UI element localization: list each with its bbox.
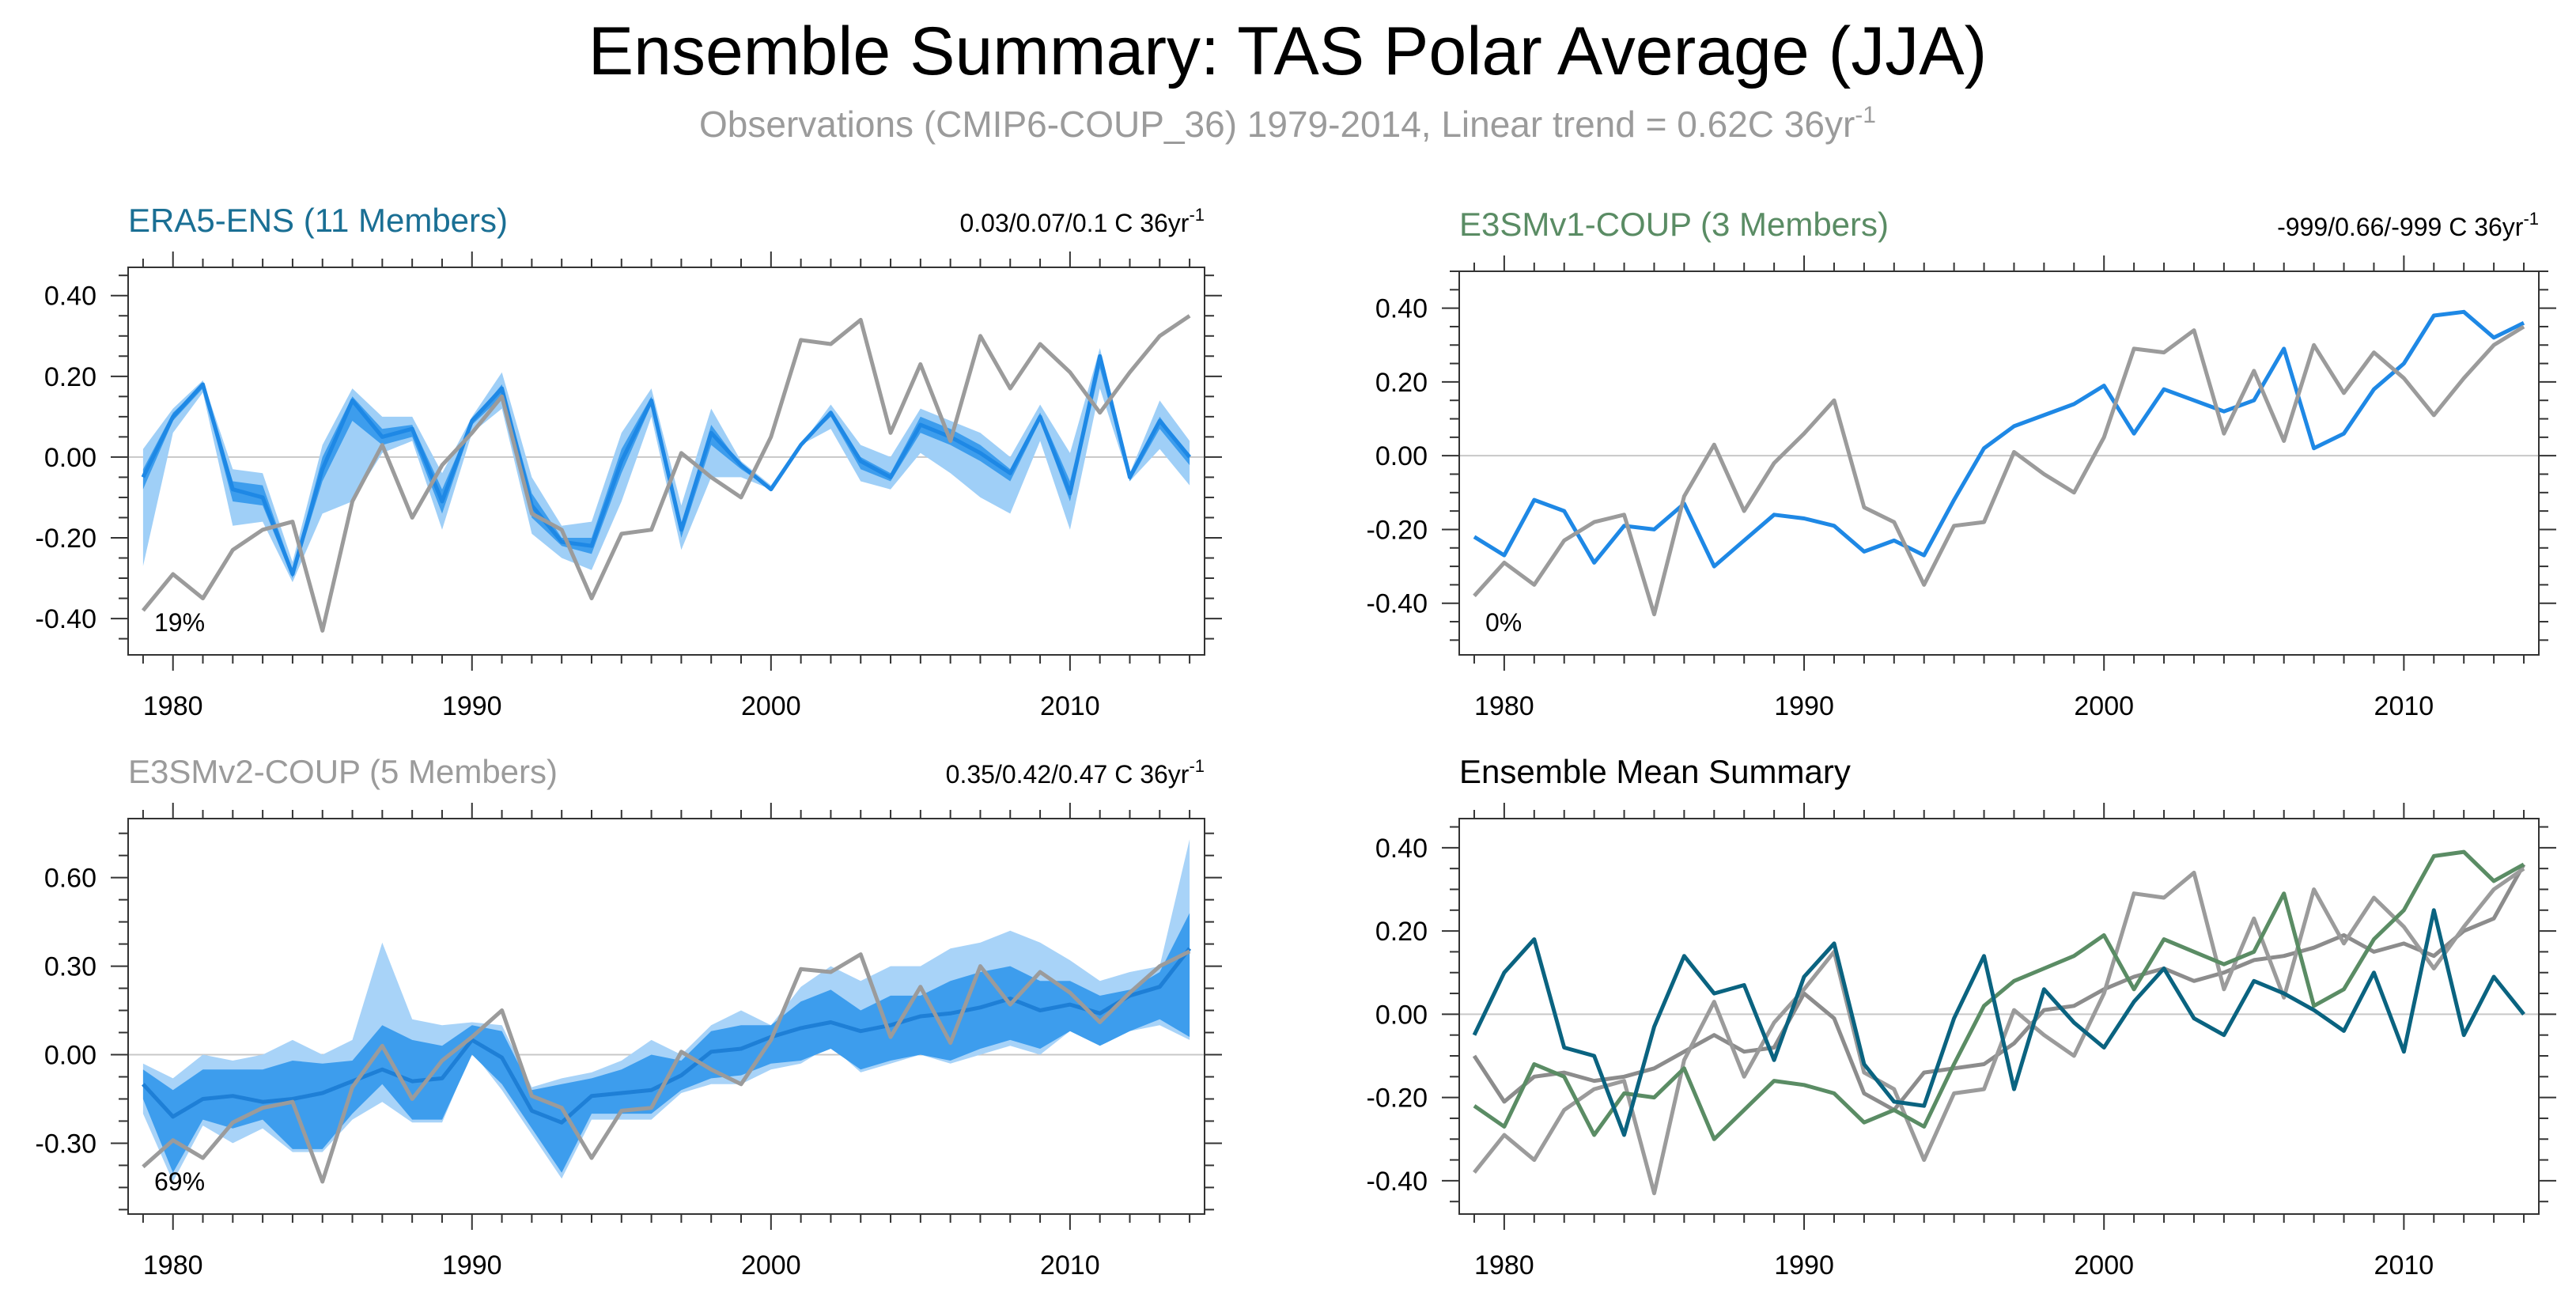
percent-label: 69% — [154, 1167, 205, 1196]
panel-title: Ensemble Mean Summary — [1459, 753, 1851, 790]
y-tick-label: 0.30 — [44, 952, 96, 982]
y-tick-label: 0.00 — [44, 443, 96, 473]
axes-frame — [1458, 270, 2540, 656]
y-tick-label: -0.40 — [36, 604, 97, 634]
y-tick-label: 0.00 — [1375, 441, 1428, 471]
figure-subtitle: Observations (CMIP6-COUP_36) 1979-2014, … — [699, 102, 1876, 145]
x-tick-label: 1990 — [1774, 691, 1834, 721]
series-line-obs — [1473, 867, 2525, 1196]
series-line-mean_era5 — [1472, 908, 2525, 1137]
x-tick-label: 1980 — [1474, 1250, 1534, 1280]
y-tick-label: -0.40 — [1367, 1167, 1428, 1197]
series-line-obs — [142, 949, 1191, 1184]
panel-era5: ERA5-ENS (11 Members) 0.03/0.07/0.1 C 36y… — [36, 202, 1222, 721]
trend-label: 0.03/0.07/0.1 C 36yr-1 — [959, 205, 1205, 237]
x-tick-label: 1990 — [1774, 1250, 1834, 1280]
figure-title: Ensemble Summary: TAS Polar Average (JJA… — [588, 13, 1987, 89]
x-tick-label: 2010 — [2374, 1250, 2434, 1280]
trend-label-superscript: -1 — [2523, 209, 2539, 229]
series-line-mean — [1473, 309, 2525, 569]
y-tick-label: -0.30 — [36, 1129, 97, 1159]
series-band_inner — [142, 913, 1190, 1173]
panel-e3smv2: E3SMv2-COUP (5 Members) 0.35/0.42/0.47 C … — [36, 753, 1222, 1280]
y-tick-label: -0.20 — [1367, 515, 1428, 545]
percent-label: 0% — [1485, 608, 1522, 637]
x-tick-label: 2000 — [2074, 691, 2134, 721]
plot-area — [1459, 849, 2539, 1196]
x-tick-label: 2000 — [741, 1250, 801, 1280]
series-line-mean — [141, 354, 1192, 577]
x-tick-label: 1980 — [143, 1250, 203, 1280]
panel-title: E3SMv2-COUP (5 Members) — [128, 753, 558, 790]
panel-mean: Ensemble Mean Summary -0.40 -0.20 0.00 0.20 0… — [1367, 753, 2556, 1280]
panel-title: ERA5-ENS (11 Members) — [128, 202, 508, 239]
plot-area — [1459, 309, 2539, 617]
trend-label-superscript: -1 — [1189, 756, 1205, 776]
y-tick-label: 0.20 — [1375, 917, 1428, 947]
plot-area — [128, 839, 1205, 1184]
x-tick-label: 2010 — [1040, 1250, 1100, 1280]
x-tick-label: 2000 — [2074, 1250, 2134, 1280]
x-tick-label: 1980 — [1474, 691, 1534, 721]
x-tick-label: 2010 — [2374, 691, 2434, 721]
series-line-obs — [141, 314, 1191, 633]
y-tick-label: 0.60 — [44, 864, 96, 894]
x-tick-label: 1990 — [442, 691, 502, 721]
y-tick-label: 0.00 — [44, 1041, 96, 1071]
panels: ERA5-ENS (11 Members) 0.03/0.07/0.1 C 36y… — [36, 202, 2556, 1280]
percent-label: 19% — [154, 608, 205, 637]
y-tick-label: 0.20 — [1375, 368, 1428, 398]
subtitle-superscript: -1 — [1855, 102, 1876, 128]
trend-label-superscript: -1 — [1189, 205, 1205, 225]
subtitle-text: Observations (CMIP6-COUP_36) 1979-2014, … — [699, 104, 1855, 145]
y-tick-label: 0.20 — [44, 362, 96, 392]
y-tick-label: -0.40 — [1367, 589, 1428, 619]
y-tick-label: 0.00 — [1375, 1000, 1428, 1030]
y-tick-label: -0.20 — [1367, 1084, 1428, 1114]
x-tick-label: 1990 — [442, 1250, 502, 1280]
panel-title: E3SMv1-COUP (3 Members) — [1459, 206, 1889, 243]
plot-area — [128, 314, 1205, 633]
axes-frame — [127, 818, 1205, 1215]
x-tick-label: 2000 — [741, 691, 801, 721]
trend-label-text: 0.35/0.42/0.47 C 36yr — [946, 760, 1190, 789]
series-line-mean_e3smv1 — [1473, 849, 2525, 1141]
x-tick-label: 2010 — [1040, 691, 1100, 721]
axes-frame — [127, 267, 1205, 656]
axes-frame — [1458, 818, 2540, 1215]
trend-label-text: 0.03/0.07/0.1 C 36yr — [959, 209, 1189, 237]
y-tick-label: -0.20 — [36, 524, 97, 554]
trend-label: 0.35/0.42/0.47 C 36yr-1 — [946, 756, 1205, 789]
panel-e3smv1: E3SMv1-COUP (3 Members) -999/0.66/-999 C … — [1367, 206, 2556, 721]
x-tick-label: 1980 — [143, 691, 203, 721]
series-line-obs — [1473, 324, 2525, 617]
y-tick-label: 0.40 — [1375, 834, 1428, 864]
y-tick-label: 0.40 — [1375, 294, 1428, 324]
trend-label-text: -999/0.66/-999 C 36yr — [2277, 213, 2524, 241]
trend-label: -999/0.66/-999 C 36yr-1 — [2277, 209, 2539, 241]
y-tick-label: 0.40 — [44, 282, 96, 312]
